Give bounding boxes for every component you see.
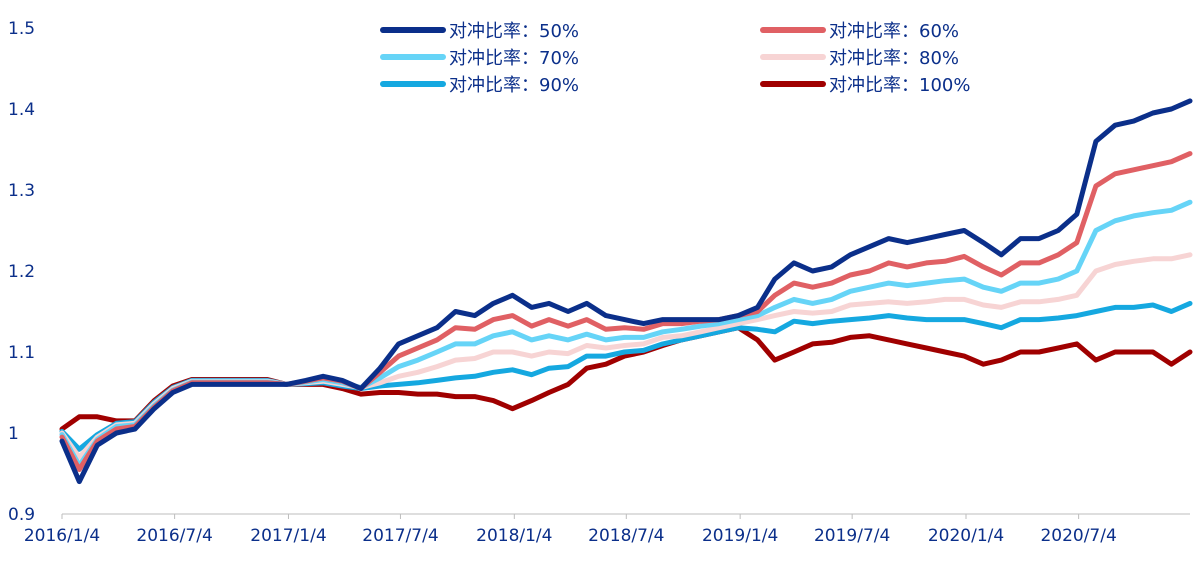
y-tick-label: 1 [8, 424, 19, 444]
series-layer [59, 98, 1193, 485]
x-tick-label: 2019/1/4 [702, 526, 778, 546]
x-tick-label: 2017/1/4 [250, 526, 326, 546]
legend-label: 对冲比率：80% [829, 48, 959, 69]
y-tick-label: 1.3 [8, 181, 35, 201]
y-axis: 0.9 1 1.1 1.2 1.3 1.4 1.5 [8, 19, 35, 525]
y-tick-label: 1.1 [8, 343, 35, 363]
legend-label: 对冲比率：60% [829, 21, 959, 42]
x-tick-label: 2017/7/4 [362, 526, 438, 546]
y-tick-label: 1.4 [8, 100, 35, 120]
legend-label: 对冲比率：100% [829, 75, 970, 96]
x-tick-label: 2016/7/4 [136, 526, 212, 546]
y-tick-label: 1.2 [8, 262, 35, 282]
x-tick-label: 2020/1/4 [928, 526, 1004, 546]
x-axis: 2016/1/4 2016/7/4 2017/1/4 2017/7/4 2018/1/4… [24, 513, 1190, 546]
x-tick-label: 2019/7/4 [814, 526, 890, 546]
y-tick-label: 1.5 [8, 19, 35, 39]
series-line-3 [59, 199, 1193, 468]
series-line-2 [59, 151, 1193, 472]
x-tick-label: 2020/7/4 [1040, 526, 1116, 546]
legend: 对冲比率：50% 对冲比率：60% 对冲比率：70% 对冲比率：80% 对冲比率：90%… [380, 21, 970, 96]
legend-label: 对冲比率：90% [449, 75, 579, 96]
x-tick-label: 2016/1/4 [24, 526, 100, 546]
y-tick-label: 0.9 [8, 505, 35, 525]
legend-label: 对冲比率：50% [449, 21, 579, 42]
series-line-5 [59, 300, 1193, 452]
legend-label: 对冲比率：70% [449, 48, 579, 69]
x-tick-label: 2018/7/4 [588, 526, 664, 546]
series-line-1 [59, 98, 1193, 485]
x-tick-label: 2018/1/4 [476, 526, 552, 546]
